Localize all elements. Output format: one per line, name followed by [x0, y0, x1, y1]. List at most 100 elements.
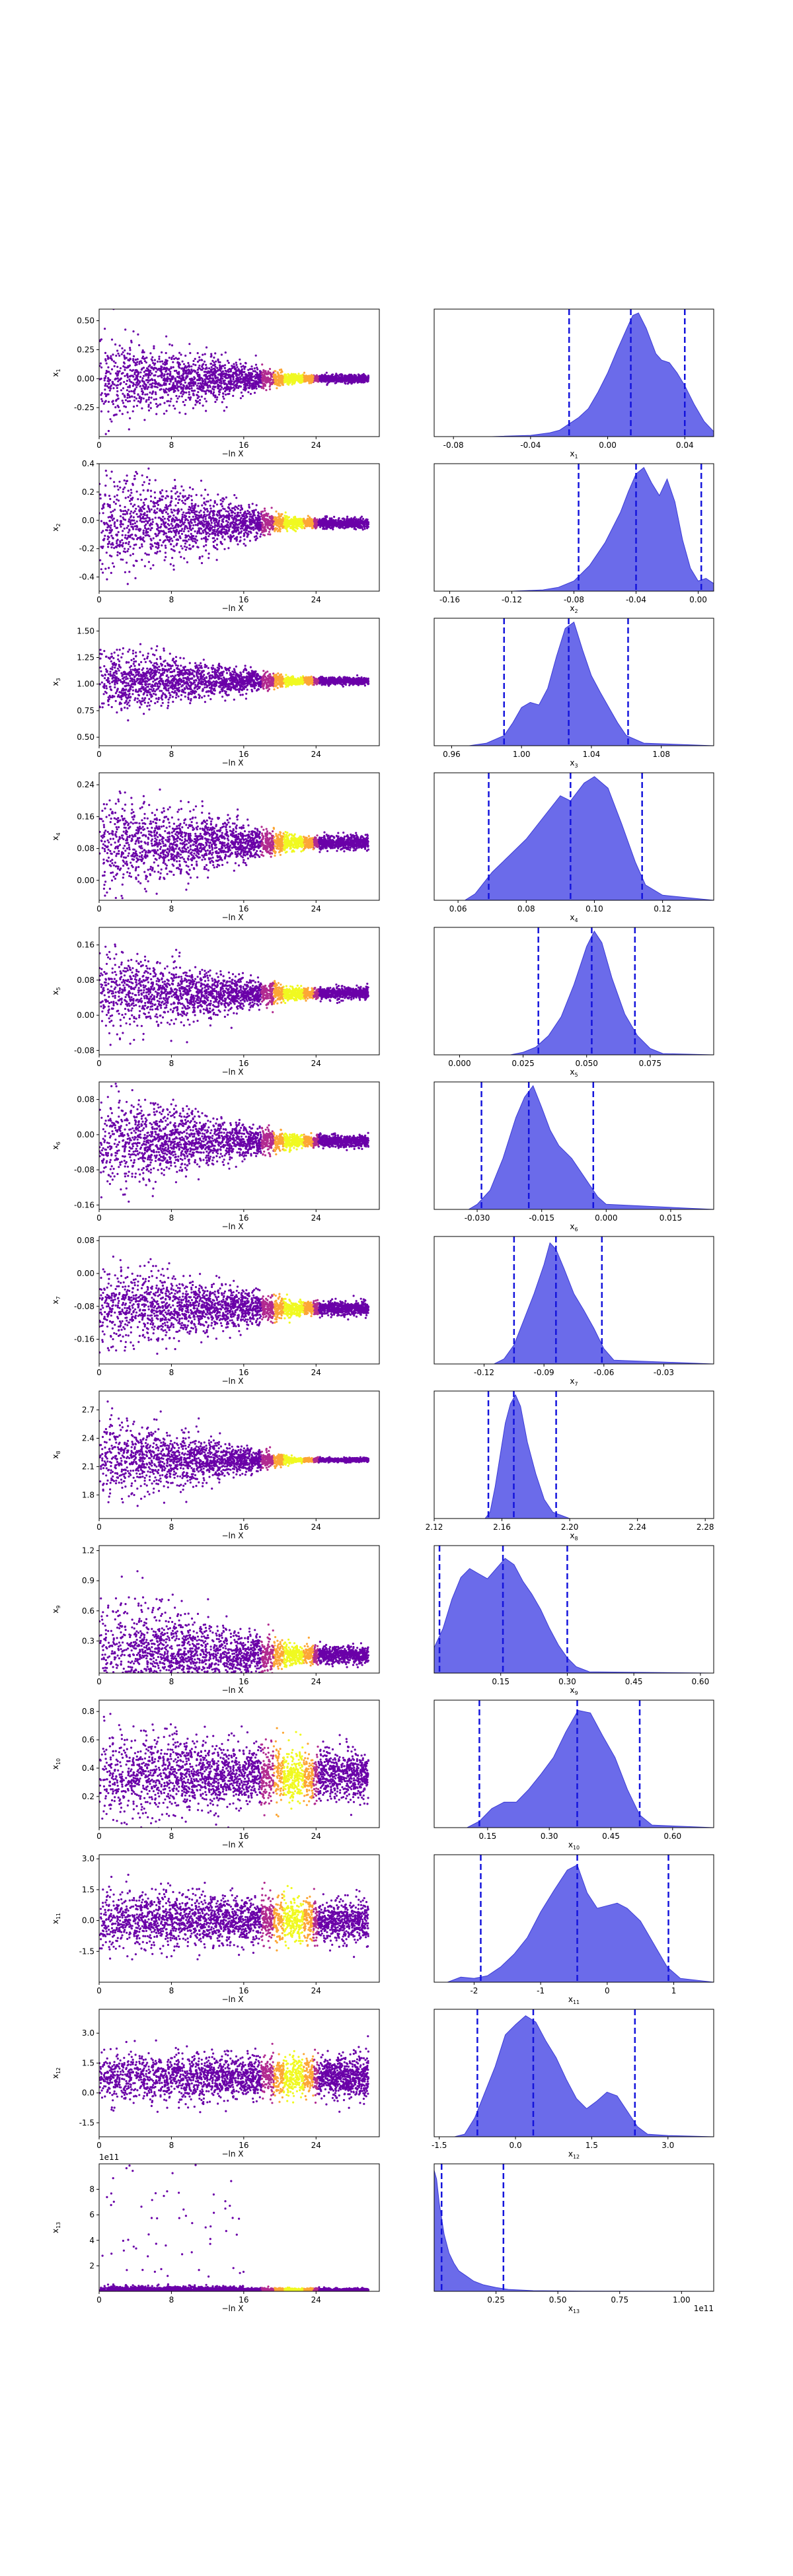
scatter-point — [217, 493, 219, 496]
scatter-point — [348, 519, 351, 521]
scatter-point — [205, 549, 208, 552]
scatter-point — [255, 522, 258, 524]
scatter-point — [124, 369, 126, 371]
scatter-point — [139, 507, 141, 509]
scatter-point — [204, 378, 206, 381]
scatter-point — [235, 506, 238, 509]
scatter-point — [208, 367, 211, 370]
scatter-point — [223, 530, 225, 534]
scatter-point — [134, 577, 137, 580]
scatter-point — [250, 368, 253, 371]
scatter-point — [112, 517, 115, 520]
scatter-point — [357, 380, 359, 383]
scatter-point — [146, 393, 149, 396]
scatter-point — [365, 377, 367, 380]
scatter-point — [165, 391, 168, 394]
scatter-point — [118, 410, 121, 412]
scatter-point — [124, 506, 126, 509]
scatter-point — [252, 528, 255, 531]
scatter-point — [133, 373, 136, 376]
scatter-point — [264, 370, 267, 373]
scatter-point — [247, 369, 250, 371]
scatter-point — [236, 384, 239, 387]
scatter-point — [237, 526, 240, 529]
scatter-point — [227, 380, 230, 383]
scatter-point — [153, 385, 156, 388]
scatter-point — [187, 396, 190, 399]
scatter-point — [129, 546, 132, 548]
scatter-point — [255, 504, 258, 507]
scatter-point — [243, 515, 245, 518]
scatter-point — [243, 378, 245, 382]
scatter-point — [218, 511, 221, 513]
scatter-point — [128, 400, 132, 402]
scatter-point — [203, 523, 206, 526]
scatter-point — [190, 387, 193, 390]
scatter-point — [112, 387, 115, 390]
scatter-point — [221, 505, 223, 508]
scatter-point — [223, 367, 226, 369]
scatter-point — [239, 539, 242, 542]
scatter-point — [226, 359, 229, 362]
scatter-point — [197, 391, 200, 394]
scatter-point — [186, 527, 189, 530]
scatter-point — [203, 497, 206, 500]
scatter-point — [163, 375, 165, 377]
scatter-point — [131, 395, 133, 398]
scatter-point — [315, 376, 319, 379]
scatter-point — [122, 510, 125, 513]
scatter-point — [166, 400, 169, 403]
scatter-point — [178, 551, 181, 554]
scatter-point — [126, 392, 130, 396]
scatter-point — [216, 380, 219, 383]
scatter-point — [142, 489, 145, 492]
scatter-point — [116, 386, 118, 390]
scatter-point — [119, 367, 122, 370]
scatter-point — [207, 386, 209, 389]
scatter-point — [213, 500, 216, 503]
scatter-point — [139, 519, 141, 522]
scatter-point — [278, 369, 282, 371]
scatter-point — [163, 391, 166, 394]
scatter-point — [195, 514, 198, 517]
scatter-point — [157, 503, 159, 507]
scatter-point — [254, 363, 258, 366]
scatter-point — [170, 519, 174, 522]
scatter-point — [323, 377, 326, 380]
scatter-point — [129, 347, 132, 349]
scatter-point — [215, 371, 217, 373]
scatter-point — [196, 361, 200, 363]
scatter-point — [100, 394, 102, 396]
scatter-point — [147, 554, 150, 556]
scatter-point — [220, 528, 223, 531]
scatter-point — [190, 495, 193, 497]
scatter-point — [131, 533, 133, 536]
scatter-point — [338, 520, 340, 523]
scatter-point — [235, 386, 238, 389]
scatter-point — [216, 396, 219, 399]
scatter-point — [149, 402, 152, 404]
scatter-point — [165, 335, 168, 338]
scatter-point — [270, 507, 273, 509]
scatter-point — [256, 532, 258, 535]
scatter-point — [262, 387, 265, 390]
scatter-point — [130, 491, 133, 494]
scatter-point — [200, 480, 203, 482]
scatter-point — [208, 377, 211, 380]
scatter-point — [141, 538, 144, 542]
scatter-point — [140, 396, 143, 399]
scatter-point — [178, 363, 181, 366]
scatter-point — [143, 565, 146, 567]
scatter-point — [116, 365, 119, 369]
scatter-point — [122, 351, 124, 353]
scatter-point — [153, 491, 156, 494]
scatter-point — [159, 375, 161, 377]
scatter-point — [212, 382, 215, 384]
scatter-point — [167, 528, 170, 530]
scatter-point — [338, 376, 342, 379]
scatter-point — [256, 368, 259, 371]
scatter-point — [165, 535, 168, 538]
scatter-point — [219, 525, 221, 528]
scatter-point — [240, 377, 243, 380]
